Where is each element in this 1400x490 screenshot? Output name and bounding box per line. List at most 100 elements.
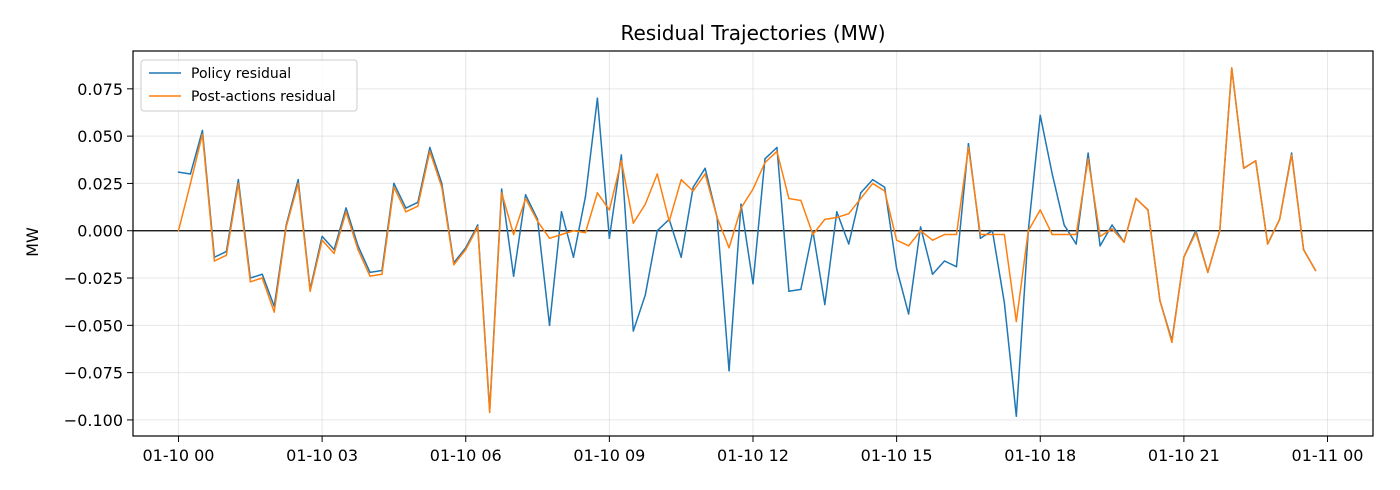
policy-residual-segment xyxy=(177,171,192,175)
x-tick-label: 01-10 18 xyxy=(1004,446,1076,465)
post-actions-residual-segment xyxy=(692,173,706,192)
policy-residual-segment xyxy=(788,288,802,293)
legend-label-post-actions-residual: Post-actions residual xyxy=(191,89,336,105)
post-actions-residual-segment xyxy=(788,197,802,202)
policy-residual-segment xyxy=(1027,114,1042,232)
y-tick-label: −0.050 xyxy=(64,316,123,335)
post-actions-residual-segment xyxy=(441,186,455,266)
post-actions-residual-segment xyxy=(1231,67,1245,170)
policy-residual-segment xyxy=(764,146,778,160)
policy-residual-segment xyxy=(740,203,754,285)
x-tick-label: 01-10 09 xyxy=(573,446,645,465)
post-actions-residual-segment xyxy=(1266,218,1281,245)
post-actions-residual-segment xyxy=(1159,299,1173,344)
post-actions-residual-segment xyxy=(572,229,587,234)
policy-residual-segment xyxy=(1003,301,1018,417)
policy-residual-segment xyxy=(345,207,359,247)
policy-residual-segment xyxy=(656,218,670,232)
post-actions-residual-segment xyxy=(1278,154,1293,221)
post-actions-residual-segment xyxy=(1123,197,1137,243)
policy-residual-segment xyxy=(620,154,635,332)
post-actions-residual-segment xyxy=(608,159,623,211)
post-actions-residual-segment xyxy=(716,216,730,249)
policy-residual-segment xyxy=(859,178,874,194)
post-actions-residual-segment xyxy=(548,233,563,240)
policy-residual-segment xyxy=(716,216,730,372)
policy-residual-segment xyxy=(333,207,347,251)
post-actions-residual-segment xyxy=(213,254,228,262)
post-actions-residual-segment xyxy=(644,173,658,205)
policy-residual-segment xyxy=(632,294,647,332)
policy-residual-segment xyxy=(453,247,467,264)
post-actions-residual-segment xyxy=(967,146,982,236)
post-actions-residual-segment xyxy=(1195,231,1209,274)
post-actions-residual-segment xyxy=(907,229,922,247)
policy-residual-segment xyxy=(943,260,958,268)
post-actions-residual-segment xyxy=(429,150,443,188)
post-actions-residual-segment xyxy=(1147,209,1161,302)
post-actions-residual-segment xyxy=(189,133,204,185)
post-actions-residual-segment xyxy=(476,226,491,414)
post-actions-residual-segment xyxy=(1171,256,1185,344)
legend-label-policy-residual: Policy residual xyxy=(191,66,291,82)
policy-residual-segment xyxy=(572,195,587,258)
policy-residual-segment xyxy=(393,182,407,209)
post-actions-residual-segment xyxy=(1242,159,1257,170)
x-axis-ticks: 01-10 00 01-10 03 01-10 06 01-10 09 01-10 12… xyxy=(143,436,1364,465)
post-actions-residual-segment xyxy=(177,182,192,232)
post-actions-residual-segment xyxy=(883,190,898,241)
policy-residual-segment xyxy=(871,178,886,188)
post-actions-residual-segment xyxy=(1135,197,1149,211)
post-actions-residual-segment xyxy=(919,229,934,241)
policy-residual-segment xyxy=(895,267,910,315)
policy-residual-segment xyxy=(728,203,742,372)
post-actions-residual-segment xyxy=(1027,209,1042,232)
post-actions-residual-segment xyxy=(417,150,431,207)
post-actions-residual-segment xyxy=(859,182,874,200)
policy-residual-segment xyxy=(321,235,335,251)
x-tick-label: 01-10 21 xyxy=(1148,446,1220,465)
post-actions-residual-segment xyxy=(560,229,575,236)
post-actions-residual-segment xyxy=(871,182,886,192)
post-actions-residual-segment xyxy=(1302,248,1317,272)
post-actions-residual-segment xyxy=(285,182,299,228)
post-actions-residual-segment xyxy=(895,239,910,247)
post-actions-residual-segment xyxy=(752,161,766,190)
post-actions-residual-segment xyxy=(524,197,539,223)
policy-residual-segment xyxy=(524,194,539,221)
post-actions-residual-segment xyxy=(1183,231,1197,258)
post-actions-residual-segment xyxy=(464,226,479,251)
post-actions-residual-segment xyxy=(309,239,323,293)
post-actions-residual-segment xyxy=(536,220,551,240)
policy-residual-segment xyxy=(800,229,814,291)
post-actions-residual-segment xyxy=(201,133,216,262)
policy-residual-segment xyxy=(1015,229,1030,417)
post-actions-residual-segment xyxy=(824,216,838,221)
policy-residual-segment xyxy=(692,167,706,188)
post-actions-residual-segment xyxy=(836,212,850,219)
post-actions-residual-segment xyxy=(1099,228,1113,238)
policy-residual-segment xyxy=(680,186,694,258)
policy-residual-segment xyxy=(536,218,551,327)
policy-residual-segment xyxy=(584,97,599,198)
post-actions-residual-segment xyxy=(273,226,287,313)
series-layer xyxy=(177,67,1317,417)
x-tick-label: 01-10 03 xyxy=(286,446,358,465)
post-actions-residual-segment xyxy=(656,173,670,223)
y-axis-ticks: −0.100 −0.075 −0.050 −0.025 0.000 0.025 0.050 0… xyxy=(64,80,133,430)
policy-residual-segment xyxy=(189,129,204,175)
policy-residual-segment xyxy=(548,211,563,327)
post-actions-residual-segment xyxy=(1207,229,1221,274)
chart-title: Residual Trajectories (MW) xyxy=(620,21,885,45)
post-actions-residual-segment xyxy=(1075,158,1089,236)
x-tick-label: 01-10 06 xyxy=(430,446,502,465)
post-actions-residual-segment xyxy=(728,207,742,249)
legend-box xyxy=(140,59,358,112)
policy-residual-segment xyxy=(1099,224,1113,247)
post-actions-residual-segment xyxy=(812,218,826,236)
post-actions-residual-segment xyxy=(393,186,407,213)
x-tick-label: 01-10 15 xyxy=(861,446,933,465)
legend: Policy residual Post-actions residual xyxy=(140,59,358,112)
x-tick-label: 01-11 00 xyxy=(1292,446,1364,465)
